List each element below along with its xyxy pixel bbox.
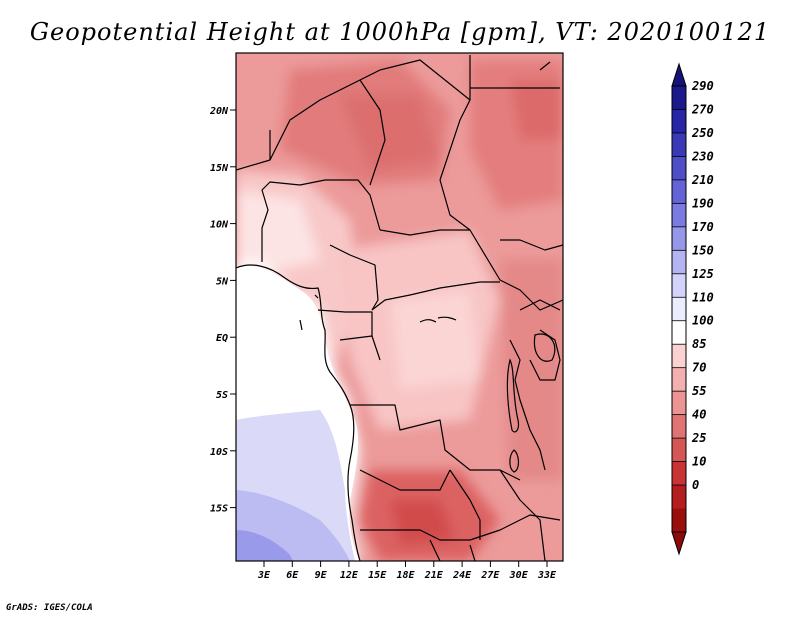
colorbar-segment: [672, 203, 686, 228]
lon-label: 9E: [315, 570, 328, 581]
colorbar-segment: [672, 132, 686, 157]
colorbar-segment: [672, 86, 686, 110]
colorbar-top-arrow: [671, 62, 687, 87]
colorbar-label: 150: [692, 243, 714, 257]
lat-label: 5N: [216, 276, 229, 287]
lakes: [299, 294, 556, 473]
lon-label: 24E: [452, 570, 472, 581]
colorbar-label: 290: [691, 79, 714, 93]
colorbar-label: 110: [692, 290, 714, 304]
colorbar-label: 250: [691, 126, 714, 140]
map-frame: [235, 52, 564, 562]
colorbar-segment: [672, 461, 686, 486]
lon-label: 6E: [286, 570, 299, 581]
colorbar-segment: [672, 273, 686, 298]
map-field: [236, 53, 563, 561]
colorbar-label: 0: [692, 478, 699, 492]
colorbar-label: 125: [692, 267, 714, 281]
colorbar-segment: [672, 109, 686, 134]
map-title: Geopotential Height at 1000hPa [gpm], VT…: [29, 18, 771, 46]
colorbar-segment: [672, 179, 686, 204]
colorbar-label: 10: [692, 455, 706, 469]
colorbar-segment: [672, 320, 686, 345]
lat-label: 10S: [210, 447, 228, 458]
colorbar-segment: [672, 226, 686, 251]
lon-label: 12E: [340, 570, 359, 581]
colorbar-label: 230: [691, 149, 714, 163]
colorbar-segment: [672, 391, 686, 416]
colorbar-segment: [672, 485, 686, 510]
lat-label: 10N: [210, 220, 229, 231]
colorbar-segment: [672, 367, 686, 392]
colorbar-segment: [672, 508, 686, 533]
colorbar-label: 55: [692, 384, 706, 398]
lon-label: 30E: [509, 570, 529, 581]
colorbar-segment: [672, 438, 686, 463]
lon-label: 15E: [368, 570, 387, 581]
colorbar-label: 70: [692, 361, 706, 375]
colorbar: 2902702502302101901701501251101008570554…: [671, 62, 714, 556]
lon-label: 21E: [424, 570, 444, 581]
colorbar-segment: [672, 344, 686, 369]
lat-label: 15N: [210, 163, 229, 174]
colorbar-label: 25: [691, 431, 706, 445]
lon-label: 3E: [257, 570, 271, 581]
colorbar-label: 85: [692, 337, 706, 351]
colorbar-label: 100: [692, 314, 714, 328]
colorbar-segment: [672, 250, 686, 275]
ocean-band-170: [236, 530, 293, 561]
lat-label: 15S: [210, 504, 228, 515]
colorbar-segment: [672, 297, 686, 322]
colorbar-label: 40: [692, 408, 706, 422]
colorbar-segment: [672, 156, 686, 181]
lon-label: 27E: [480, 570, 500, 581]
colorbar-label: 270: [691, 102, 714, 116]
lon-label: 18E: [396, 570, 415, 581]
lat-label: EQ: [216, 333, 228, 344]
colorbar-bottom-arrow: [671, 531, 687, 556]
lon-label: 33E: [537, 570, 557, 581]
grads-credit: GrADS: IGES/COLA: [6, 603, 93, 613]
colorbar-label: 210: [691, 173, 714, 187]
latitude-axis: 20N 15N 10N 5N EQ 5S 10S 15S: [209, 106, 236, 515]
lat-label: 20N: [209, 106, 229, 117]
colorbar-segment: [672, 414, 686, 439]
longitude-axis: 3E 6E 9E 12E 15E 18E 21E 24E 27E 30E 33E: [257, 561, 557, 581]
lat-label: 5S: [216, 390, 228, 401]
colorbar-label: 170: [692, 220, 714, 234]
colorbar-label: 190: [692, 196, 714, 210]
country-borders: [236, 55, 563, 561]
